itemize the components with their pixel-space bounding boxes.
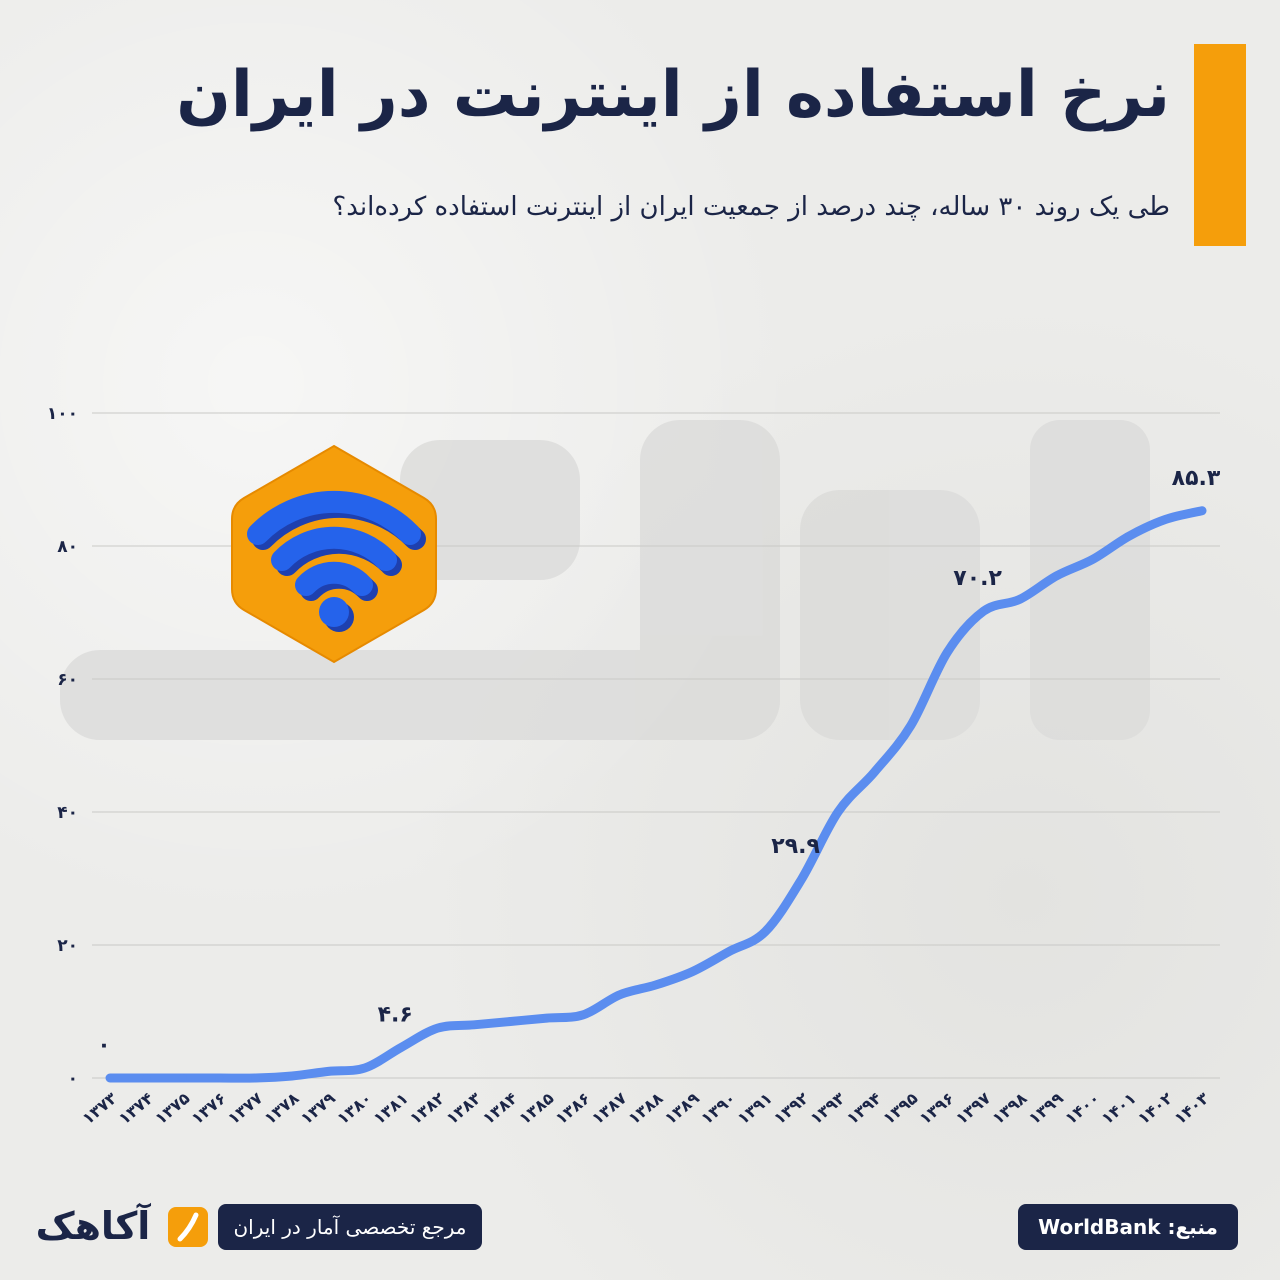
x-tick-label: ۱۳۷۳ bbox=[78, 1088, 120, 1128]
data-point bbox=[797, 875, 806, 884]
x-tick-label: ۱۳۹۵ bbox=[879, 1088, 921, 1128]
data-point bbox=[1198, 506, 1206, 515]
data-point bbox=[761, 927, 770, 936]
y-tick-label: ۴۰ bbox=[57, 803, 78, 823]
x-tick-label: ۱۴۰۳ bbox=[1170, 1088, 1212, 1128]
data-point bbox=[106, 1074, 114, 1082]
x-tick-label: ۱۳۸۴ bbox=[479, 1088, 521, 1128]
series-layer bbox=[105, 506, 1207, 1083]
x-tick-label: ۱۳۷۸ bbox=[260, 1088, 302, 1128]
x-tick-label: ۱۳۷۷ bbox=[224, 1088, 266, 1128]
data-point bbox=[542, 1014, 551, 1023]
x-tick-label: ۱۳۷۵ bbox=[151, 1088, 193, 1128]
data-label: ۲۹.۹ bbox=[771, 834, 820, 859]
data-point bbox=[288, 1072, 296, 1081]
slash-mark-icon bbox=[168, 1207, 208, 1247]
x-tick-label: ۱۴۰۲ bbox=[1134, 1088, 1176, 1128]
data-point bbox=[1161, 515, 1170, 524]
y-axis-ticks: ۰ ۲۰ ۴۰ ۶۰ ۸۰ ۱۰۰ bbox=[47, 404, 78, 1089]
data-point bbox=[652, 980, 660, 989]
x-tick-label: ۱۳۸۷ bbox=[588, 1088, 630, 1128]
y-tick-label: ۶۰ bbox=[57, 670, 78, 690]
data-point bbox=[1052, 571, 1061, 580]
x-tick-label: ۱۳۸۹ bbox=[661, 1088, 703, 1128]
wifi-icon bbox=[231, 444, 437, 664]
data-label: ۸۵.۳ bbox=[1172, 466, 1221, 491]
data-point bbox=[615, 990, 624, 999]
x-tick-label: ۱۳۸۰ bbox=[333, 1089, 375, 1129]
x-tick-label: ۱۳۹۴ bbox=[843, 1088, 885, 1128]
brand-tagline: مرجع تخصصی آمار در ایران bbox=[218, 1204, 482, 1250]
page-title: نرخ استفاده از اینترنت در ایران bbox=[176, 58, 1170, 132]
accent-bar bbox=[1194, 44, 1246, 246]
data-point bbox=[251, 1074, 260, 1082]
data-point bbox=[688, 967, 697, 976]
data-point bbox=[834, 808, 842, 816]
x-tick-label: ۱۳۸۶ bbox=[552, 1089, 594, 1129]
data-point bbox=[397, 1043, 406, 1052]
x-tick-label: ۱۳۸۱ bbox=[370, 1089, 412, 1129]
x-tick-label: ۱۳۹۲ bbox=[770, 1088, 812, 1128]
data-label: ۴.۶ bbox=[378, 1002, 413, 1027]
x-tick-label: ۱۳۷۶ bbox=[188, 1089, 230, 1129]
x-tick-label: ۱۳۸۵ bbox=[515, 1088, 557, 1128]
x-tick-label: ۱۴۰۱ bbox=[1098, 1089, 1140, 1129]
x-tick-label: ۱۳۸۸ bbox=[624, 1088, 666, 1128]
x-tick-label: ۱۳۹۰ bbox=[697, 1089, 739, 1129]
y-tick-label: ۸۰ bbox=[57, 537, 78, 557]
x-tick-label: ۱۴۰۰ bbox=[1061, 1089, 1103, 1129]
x-tick-label: ۱۳۷۹ bbox=[297, 1088, 339, 1128]
x-tick-label: ۱۳۹۹ bbox=[1025, 1088, 1067, 1128]
data-point bbox=[579, 1010, 588, 1019]
brand-logo: آکاهک bbox=[35, 1204, 151, 1248]
data-point bbox=[178, 1074, 187, 1082]
data-point bbox=[215, 1074, 224, 1082]
y-tick-label: ۲۰ bbox=[57, 936, 78, 956]
data-point bbox=[943, 648, 952, 657]
data-point bbox=[324, 1067, 333, 1076]
data-point bbox=[470, 1020, 478, 1029]
data-point bbox=[1125, 532, 1134, 541]
x-tick-label: ۱۳۷۴ bbox=[115, 1088, 157, 1128]
source-label: منبع: WorldBank bbox=[1018, 1204, 1238, 1250]
x-tick-label: ۱۳۹۸ bbox=[988, 1088, 1030, 1128]
data-point bbox=[724, 947, 733, 956]
data-point bbox=[1016, 595, 1024, 604]
data-labels: ۰ ۴.۶ ۲۹.۹ ۷۰.۲ ۸۵.۳ bbox=[97, 466, 1221, 1058]
x-tick-label: ۱۳۹۳ bbox=[806, 1088, 848, 1128]
data-label: ۰ bbox=[97, 1033, 110, 1058]
y-tick-label: ۰ bbox=[68, 1069, 78, 1089]
x-tick-label: ۱۳۹۷ bbox=[952, 1088, 994, 1128]
data-point bbox=[979, 607, 988, 616]
data-point bbox=[360, 1064, 369, 1073]
data-point bbox=[870, 768, 879, 777]
x-tick-label: ۱۳۸۲ bbox=[406, 1088, 448, 1128]
page-subtitle: طی یک روند ۳۰ ساله، چند درصد از جمعیت ای… bbox=[332, 192, 1170, 222]
x-tick-label: ۱۳۸۳ bbox=[442, 1088, 484, 1128]
x-tick-label: ۱۳۹۶ bbox=[916, 1089, 958, 1129]
data-point bbox=[906, 721, 915, 730]
data-label: ۷۰.۲ bbox=[953, 566, 1002, 591]
data-point bbox=[142, 1074, 151, 1082]
grid-layer bbox=[92, 412, 1220, 1079]
x-axis-ticks: ۱۳۷۳۱۳۷۴۱۳۷۵۱۳۷۶۱۳۷۷۱۳۷۸۱۳۷۹۱۳۸۰۱۳۸۱۱۳۸۲… bbox=[78, 1088, 1212, 1128]
x-tick-label: ۱۳۹۱ bbox=[734, 1089, 776, 1129]
data-point bbox=[1088, 555, 1097, 564]
data-point bbox=[433, 1024, 442, 1033]
brand-watermark bbox=[60, 420, 1150, 740]
y-tick-label: ۱۰۰ bbox=[47, 404, 78, 424]
data-point bbox=[506, 1017, 515, 1026]
